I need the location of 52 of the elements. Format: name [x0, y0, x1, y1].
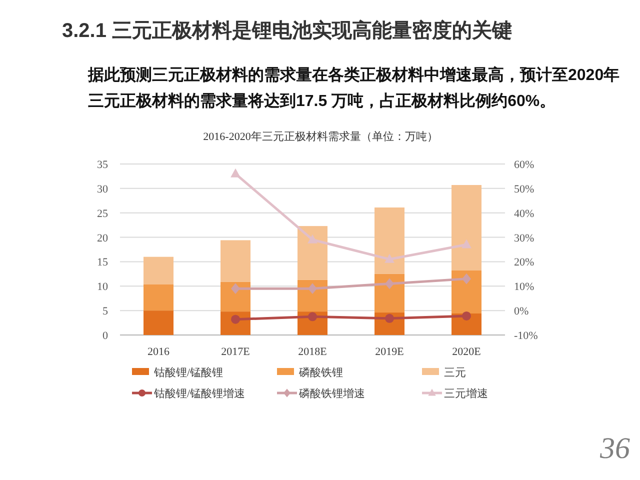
y2-tick-label: 30% — [514, 232, 534, 244]
bar — [452, 185, 482, 271]
point — [230, 168, 240, 178]
chart-subtitle: 2016-2020年三元正极材料需求量（单位：万吨） — [203, 130, 438, 143]
bar — [452, 270, 482, 314]
y-tick-label: 15 — [97, 256, 108, 269]
bar — [220, 240, 250, 282]
legend-label: 三元增速 — [444, 387, 488, 400]
point — [462, 273, 471, 284]
x-tick-label: 2019E — [375, 346, 404, 358]
bar — [298, 226, 328, 280]
bar — [144, 256, 174, 284]
bar — [374, 207, 404, 274]
y2-tick-label: 10% — [514, 281, 534, 294]
y2-tick-label: 20% — [514, 256, 534, 269]
bar — [144, 310, 174, 335]
point — [385, 278, 394, 290]
bar — [374, 274, 404, 313]
y2-tick-label: 50% — [514, 183, 534, 196]
legend-label: 磷酸铁锂增速 — [298, 387, 365, 400]
y2-tick-label: -10% — [514, 330, 538, 342]
point — [462, 311, 471, 320]
y-tick-label: 30 — [97, 183, 108, 196]
point — [308, 283, 317, 294]
y-tick-label: 5 — [102, 306, 108, 318]
point — [384, 254, 394, 263]
text: 据此预测三元正极材料的需求量在各类正极材料中增速最高，预计至2020年三元正极材料的需求量将达到17.5 万吨，占正极材料比例约60%。 — [87, 65, 620, 110]
chart-title: 3.2.1 三元正极材料是锂电池实现高能量密度的关键 — [62, 19, 512, 42]
bar — [144, 284, 174, 311]
y2-tick-label: 0% — [514, 306, 529, 318]
legend-label: 钴酸锂/锰酸锂 — [153, 367, 224, 379]
point — [462, 239, 472, 248]
y-tick-label: 0 — [102, 330, 108, 342]
legend-label: 三元 — [444, 367, 466, 379]
point — [308, 312, 317, 322]
y-tick-label: 10 — [97, 281, 108, 294]
y2-tick-label: 40% — [514, 208, 534, 220]
bar — [220, 282, 250, 312]
x-tick-label: 2020E — [452, 346, 482, 358]
x-tick-label: 2018E — [298, 346, 328, 358]
y-tick-label: 35 — [97, 159, 108, 171]
point — [231, 283, 240, 294]
point — [308, 234, 318, 244]
point — [385, 314, 394, 323]
legend-label: 钴酸锂/锰酸锂增速 — [153, 387, 246, 400]
x-tick-label: 2017E — [221, 346, 250, 358]
text: 36 — [599, 432, 630, 465]
legend-label: 磷酸铁锂 — [298, 366, 343, 379]
x-tick-label: 2016 — [148, 346, 170, 358]
y2-tick-label: 60% — [514, 159, 534, 171]
y-tick-label: 20 — [97, 232, 108, 244]
y-tick-label: 25 — [97, 208, 108, 220]
